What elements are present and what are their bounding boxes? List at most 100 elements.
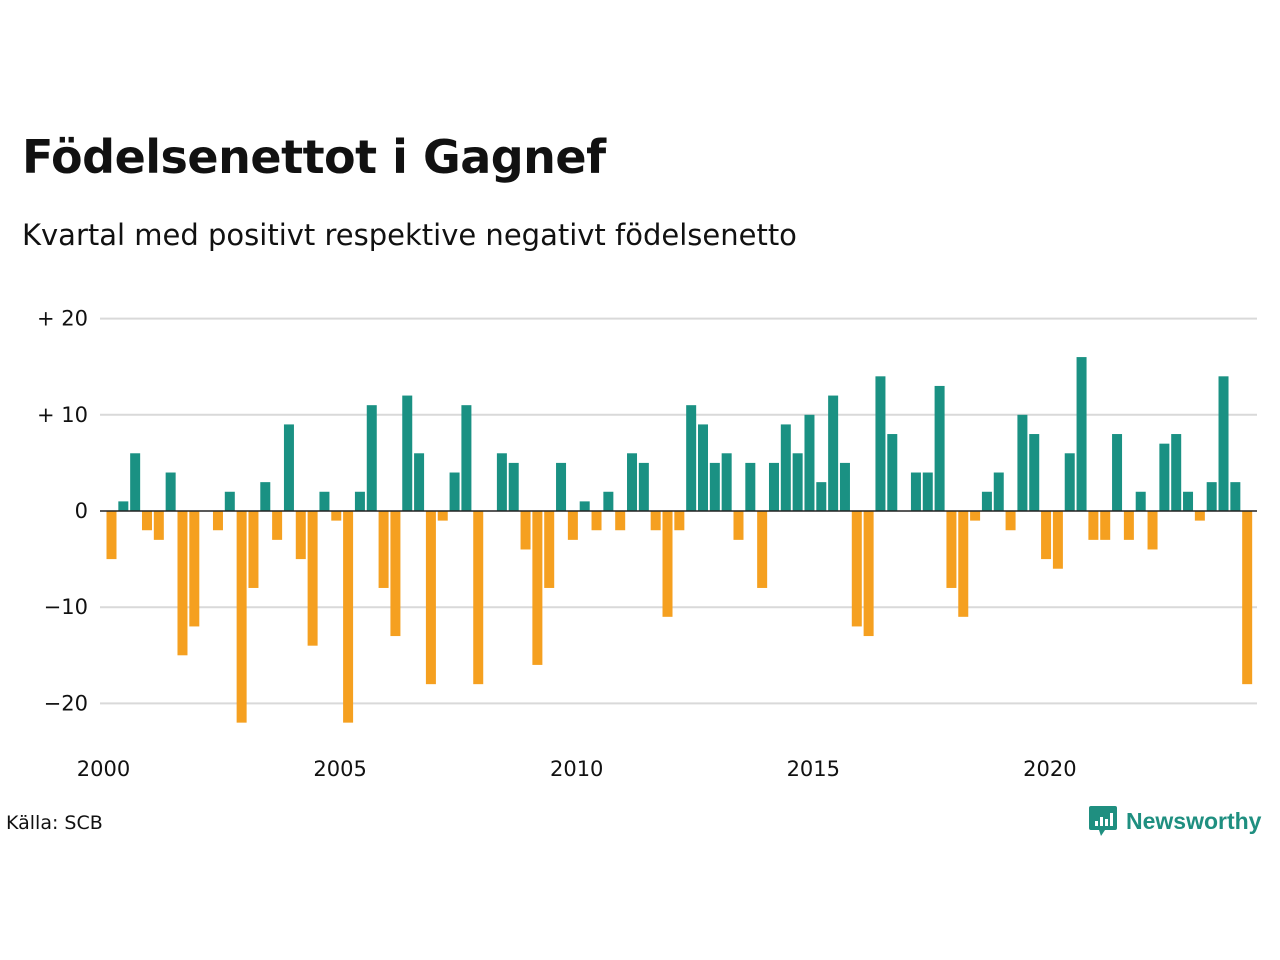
- bar-positive: [283, 424, 294, 511]
- bar-negative: [378, 511, 389, 588]
- bar-positive: [130, 453, 141, 511]
- bar-negative: [662, 511, 673, 617]
- bar-positive: [828, 395, 839, 511]
- bar-positive: [1064, 453, 1075, 511]
- bar-negative: [1194, 511, 1205, 521]
- bar-negative: [1147, 511, 1158, 550]
- bar-negative: [295, 511, 306, 560]
- y-tick-label: −20: [44, 691, 88, 715]
- bar-positive: [768, 462, 779, 511]
- bar-positive: [709, 462, 720, 511]
- bar-negative: [1088, 511, 1099, 540]
- bar-negative: [189, 511, 200, 627]
- bar-negative: [520, 511, 531, 550]
- bar-negative: [1242, 511, 1253, 685]
- bar-positive: [993, 472, 1004, 511]
- bar-negative: [473, 511, 484, 685]
- bar-positive: [496, 453, 507, 511]
- bar-negative: [970, 511, 981, 521]
- bar-positive: [1230, 482, 1241, 511]
- bar-negative: [532, 511, 543, 665]
- y-tick-label: + 10: [37, 403, 88, 427]
- bar-positive: [698, 424, 708, 511]
- x-tick-label: 2015: [787, 757, 840, 781]
- bar-positive: [461, 405, 472, 511]
- bar-positive: [780, 424, 791, 511]
- bar-negative: [733, 511, 744, 540]
- bar-positive: [910, 472, 921, 511]
- bar-positive: [579, 501, 590, 511]
- brand-logo: Newsworthy: [1088, 804, 1261, 838]
- bar-negative: [141, 511, 152, 531]
- bar-negative: [591, 511, 602, 531]
- bar-negative: [946, 511, 957, 588]
- bar-positive: [627, 453, 638, 511]
- bar-negative: [863, 511, 874, 637]
- bar-positive: [686, 405, 697, 511]
- bar-positive: [816, 482, 827, 511]
- bar-negative: [343, 511, 354, 723]
- bar-negative: [1005, 511, 1016, 531]
- bar-negative: [272, 511, 283, 540]
- bar-positive: [1218, 376, 1229, 511]
- bar-positive: [745, 462, 756, 511]
- bar-negative: [757, 511, 768, 588]
- bar-positive: [792, 453, 803, 511]
- bar-positive: [1171, 434, 1182, 511]
- bar-positive: [839, 462, 850, 511]
- chart-subtitle: Kvartal med positivt respektive negativt…: [22, 218, 797, 252]
- bar-negative: [674, 511, 685, 531]
- bar-positive: [366, 405, 377, 511]
- bar-negative: [212, 511, 223, 531]
- bar-chart: + 20 + 10 0 −10 −20 2000 2005 2010 2015 2020: [37, 307, 1257, 781]
- bar-negative: [437, 511, 448, 521]
- brand-name: Newsworthy: [1126, 807, 1262, 834]
- x-tick-label: 2000: [77, 757, 130, 781]
- bar-positive: [224, 491, 235, 511]
- chart-title: Födelsenettot i Gagnef: [22, 130, 606, 184]
- bar-negative: [1052, 511, 1063, 569]
- bar-positive: [165, 472, 176, 511]
- bar-positive: [260, 482, 271, 511]
- bar-positive: [603, 491, 614, 511]
- source-label: Källa: SCB: [6, 812, 103, 834]
- bar-positive: [449, 472, 460, 511]
- bar-positive: [1076, 357, 1087, 511]
- bar-positive: [354, 491, 365, 511]
- y-tick-label: −10: [44, 595, 88, 619]
- bar-negative: [425, 511, 436, 685]
- bar-positive: [1159, 443, 1170, 511]
- bar-negative: [958, 511, 969, 617]
- bar-negative: [851, 511, 862, 627]
- bar-positive: [118, 501, 129, 511]
- bar-negative: [544, 511, 555, 588]
- bar-negative: [331, 511, 342, 521]
- y-tick-label: 0: [75, 499, 88, 523]
- bar-positive: [402, 395, 413, 511]
- bar-positive: [508, 462, 519, 511]
- bar-positive: [1017, 414, 1028, 511]
- bar-positive: [1029, 434, 1040, 511]
- bar-positive: [934, 385, 945, 511]
- bar-positive: [875, 376, 886, 511]
- bar-positive: [721, 453, 732, 511]
- bar-negative: [1123, 511, 1134, 540]
- bar-negative: [248, 511, 259, 588]
- x-tick-label: 2020: [1023, 757, 1076, 781]
- newsworthy-logo-icon: [1089, 806, 1117, 836]
- bar-negative: [390, 511, 401, 637]
- x-tick-label: 2005: [313, 757, 366, 781]
- bar-positive: [887, 434, 898, 511]
- bar-negative: [615, 511, 626, 531]
- bar-positive: [804, 414, 815, 511]
- bar-negative: [307, 511, 318, 646]
- bar-negative: [177, 511, 188, 656]
- bar-negative: [1100, 511, 1111, 540]
- bar-negative: [106, 511, 117, 560]
- bar-positive: [1112, 434, 1123, 511]
- bar-negative: [650, 511, 661, 531]
- bar-negative: [153, 511, 164, 540]
- bar-positive: [556, 462, 567, 511]
- bar-negative: [1041, 511, 1052, 560]
- bar-negative: [236, 511, 247, 723]
